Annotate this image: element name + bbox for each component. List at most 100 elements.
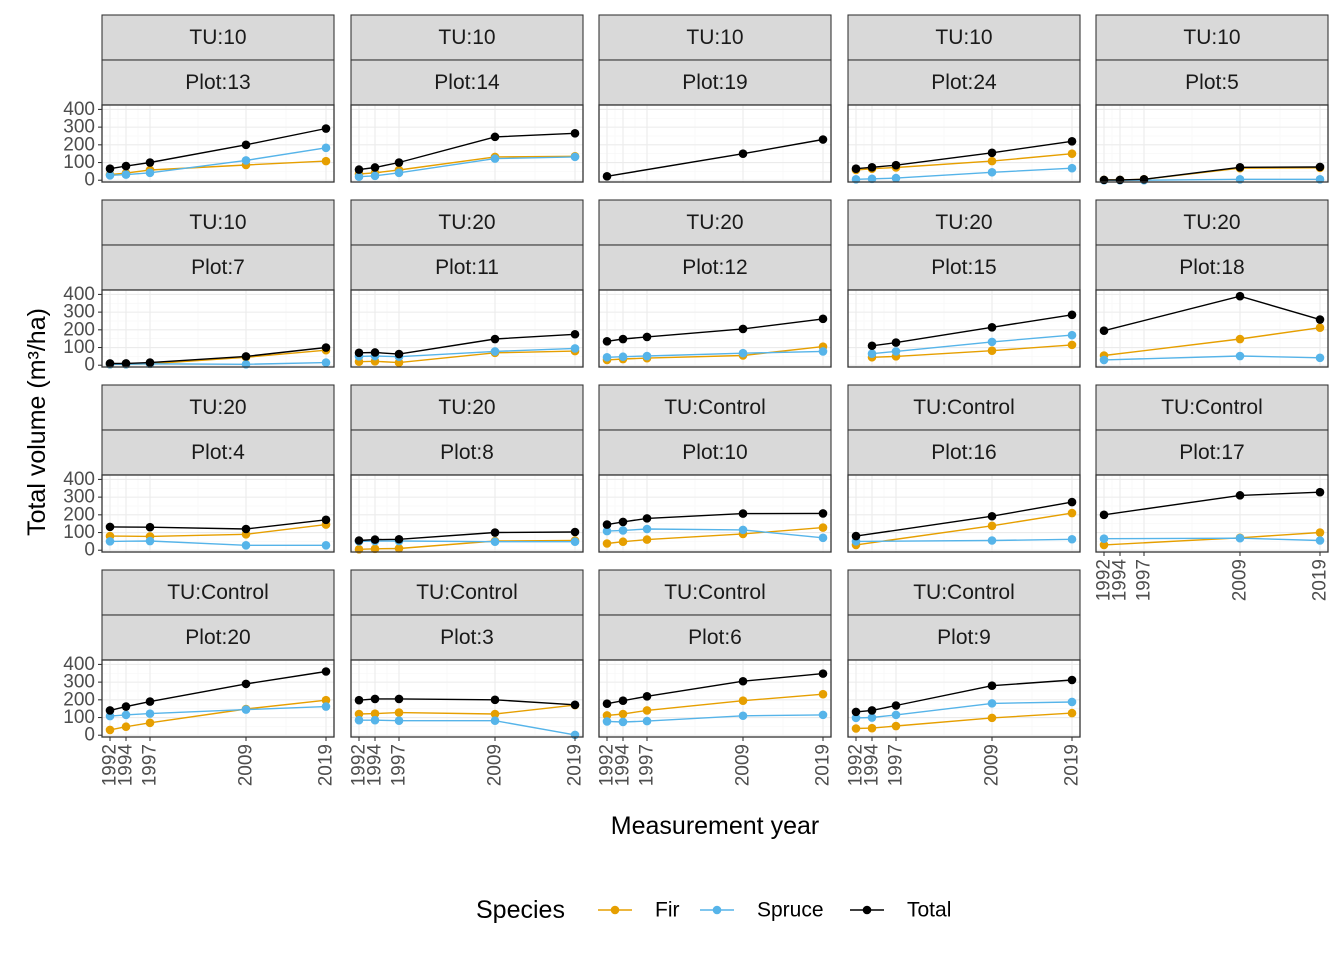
data-point-fir xyxy=(370,544,380,554)
series-fir xyxy=(851,708,1077,733)
x-tick-label: 1994 xyxy=(1110,559,1131,602)
data-point-fir xyxy=(145,718,155,728)
panel-border xyxy=(1095,474,1329,553)
series-total xyxy=(354,527,580,545)
series-total xyxy=(105,667,331,715)
data-point-total xyxy=(1235,291,1245,301)
axes: 0100200300400010020030040001002003004001… xyxy=(63,99,1330,786)
x-tick-label: 2009 xyxy=(733,744,754,786)
facet-panel: TU:Control Plot:16 xyxy=(847,384,1081,553)
facet-strip-plot xyxy=(1095,244,1329,291)
facet-strip-tu-label: TU:10 xyxy=(189,26,246,49)
data-point-fir xyxy=(602,711,612,720)
facet-panel: TU:Control Plot:9 xyxy=(847,569,1081,738)
data-point-total xyxy=(105,164,115,174)
data-point-spruce xyxy=(618,717,628,727)
data-point-spruce xyxy=(354,715,364,725)
panel-border xyxy=(1095,289,1329,368)
series-total xyxy=(602,314,828,346)
facet-strip-plot-label: Plot:19 xyxy=(682,71,747,94)
y-tick-label: 300 xyxy=(63,302,95,323)
facet-strip-tu-label: TU:20 xyxy=(189,396,246,419)
data-point-total xyxy=(105,359,115,368)
facet-strip-plot xyxy=(101,614,335,661)
data-point-spruce xyxy=(394,168,404,178)
facet-strip-plot-label: Plot:11 xyxy=(435,256,499,279)
data-point-total xyxy=(1235,491,1245,500)
data-point-total xyxy=(105,522,115,532)
data-point-total xyxy=(867,706,877,715)
data-point-total xyxy=(891,701,901,710)
facet-strip-plot xyxy=(101,429,335,476)
y-tick-label: 0 xyxy=(84,170,95,191)
data-point-fir xyxy=(1315,323,1325,333)
panel-background xyxy=(599,105,831,182)
data-point-spruce xyxy=(1067,697,1077,707)
legend-key-point xyxy=(712,905,722,915)
data-point-total xyxy=(121,161,131,171)
data-point-fir xyxy=(851,724,861,733)
data-point-spruce xyxy=(321,702,331,711)
facet-strip-plot xyxy=(847,614,1081,661)
data-point-fir xyxy=(394,708,404,717)
facet-strip-plot-label: Plot:5 xyxy=(1185,71,1239,94)
facet-strip-tu-label: TU:10 xyxy=(189,211,246,234)
data-point-spruce xyxy=(394,716,404,726)
data-point-fir xyxy=(642,535,652,544)
facet-strip-tu-label: TU:10 xyxy=(1183,26,1240,49)
facet-strip-tu xyxy=(598,384,832,431)
facet-strip-tu xyxy=(598,199,832,246)
data-point-total xyxy=(370,163,380,172)
series-fir xyxy=(602,523,828,548)
x-tick-label: 2009 xyxy=(236,744,257,786)
series-total xyxy=(105,343,331,368)
y-tick-label: 400 xyxy=(63,469,95,490)
data-point-total xyxy=(738,676,748,686)
facet-strip-plot-label: Plot:8 xyxy=(440,441,494,464)
y-axis-title: Total volume (m³/ha) xyxy=(23,308,51,536)
facet-strip-plot xyxy=(847,59,1081,106)
facet-strip-plot-label: Plot:18 xyxy=(1179,256,1244,279)
data-point-total xyxy=(1099,326,1109,336)
x-tick-label: 2009 xyxy=(485,744,506,786)
data-point-fir xyxy=(987,346,997,356)
data-point-fir xyxy=(618,537,628,547)
data-point-total xyxy=(354,348,364,358)
facet-strip-tu xyxy=(101,14,335,61)
x-tick-label: 2009 xyxy=(982,744,1003,786)
facet-strip-plot-label: Plot:10 xyxy=(682,441,747,464)
data-point-total xyxy=(370,694,380,704)
x-tick-label: 1992 xyxy=(1094,559,1115,601)
x-tick-label: 2019 xyxy=(1310,559,1331,601)
facet-strip-tu-label: TU:20 xyxy=(438,211,495,234)
data-point-total xyxy=(642,332,652,342)
data-point-spruce xyxy=(570,152,580,162)
data-point-total xyxy=(987,511,997,521)
data-point-total xyxy=(1315,162,1325,172)
facet-strip-plot xyxy=(847,429,1081,476)
data-point-total xyxy=(818,509,828,518)
panel-border xyxy=(598,104,832,183)
data-point-total xyxy=(1099,175,1109,185)
y-tick-label: 300 xyxy=(63,672,95,693)
facet-strip-tu xyxy=(1095,384,1329,431)
data-point-spruce xyxy=(642,351,652,361)
series-total xyxy=(1099,487,1325,520)
series-total xyxy=(105,124,331,174)
data-point-total xyxy=(818,314,828,324)
series-line-spruce xyxy=(871,334,1073,355)
facet-strip-tu xyxy=(1095,199,1329,246)
data-point-fir xyxy=(370,709,380,718)
data-point-total xyxy=(241,524,251,534)
panel-border xyxy=(101,659,335,738)
data-point-total xyxy=(394,349,404,359)
data-point-spruce xyxy=(618,352,628,362)
facet-strip-plot xyxy=(350,429,584,476)
data-point-fir xyxy=(1099,540,1109,550)
panel-border xyxy=(1095,104,1329,183)
series-total xyxy=(851,675,1077,717)
legend-item-fir: Fir xyxy=(598,899,680,922)
panel-border xyxy=(350,104,584,183)
